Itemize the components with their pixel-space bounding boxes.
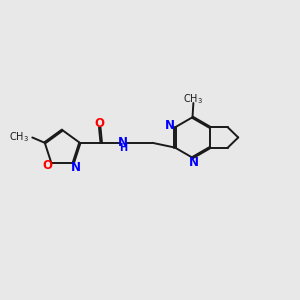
Text: O: O	[43, 159, 52, 172]
Text: CH$_3$: CH$_3$	[183, 92, 203, 106]
Text: N: N	[165, 119, 175, 132]
Text: N: N	[189, 156, 199, 169]
Text: H: H	[119, 143, 127, 153]
Text: N: N	[71, 161, 81, 174]
Text: O: O	[95, 117, 105, 130]
Text: CH$_3$: CH$_3$	[9, 130, 29, 144]
Text: N: N	[118, 136, 128, 149]
